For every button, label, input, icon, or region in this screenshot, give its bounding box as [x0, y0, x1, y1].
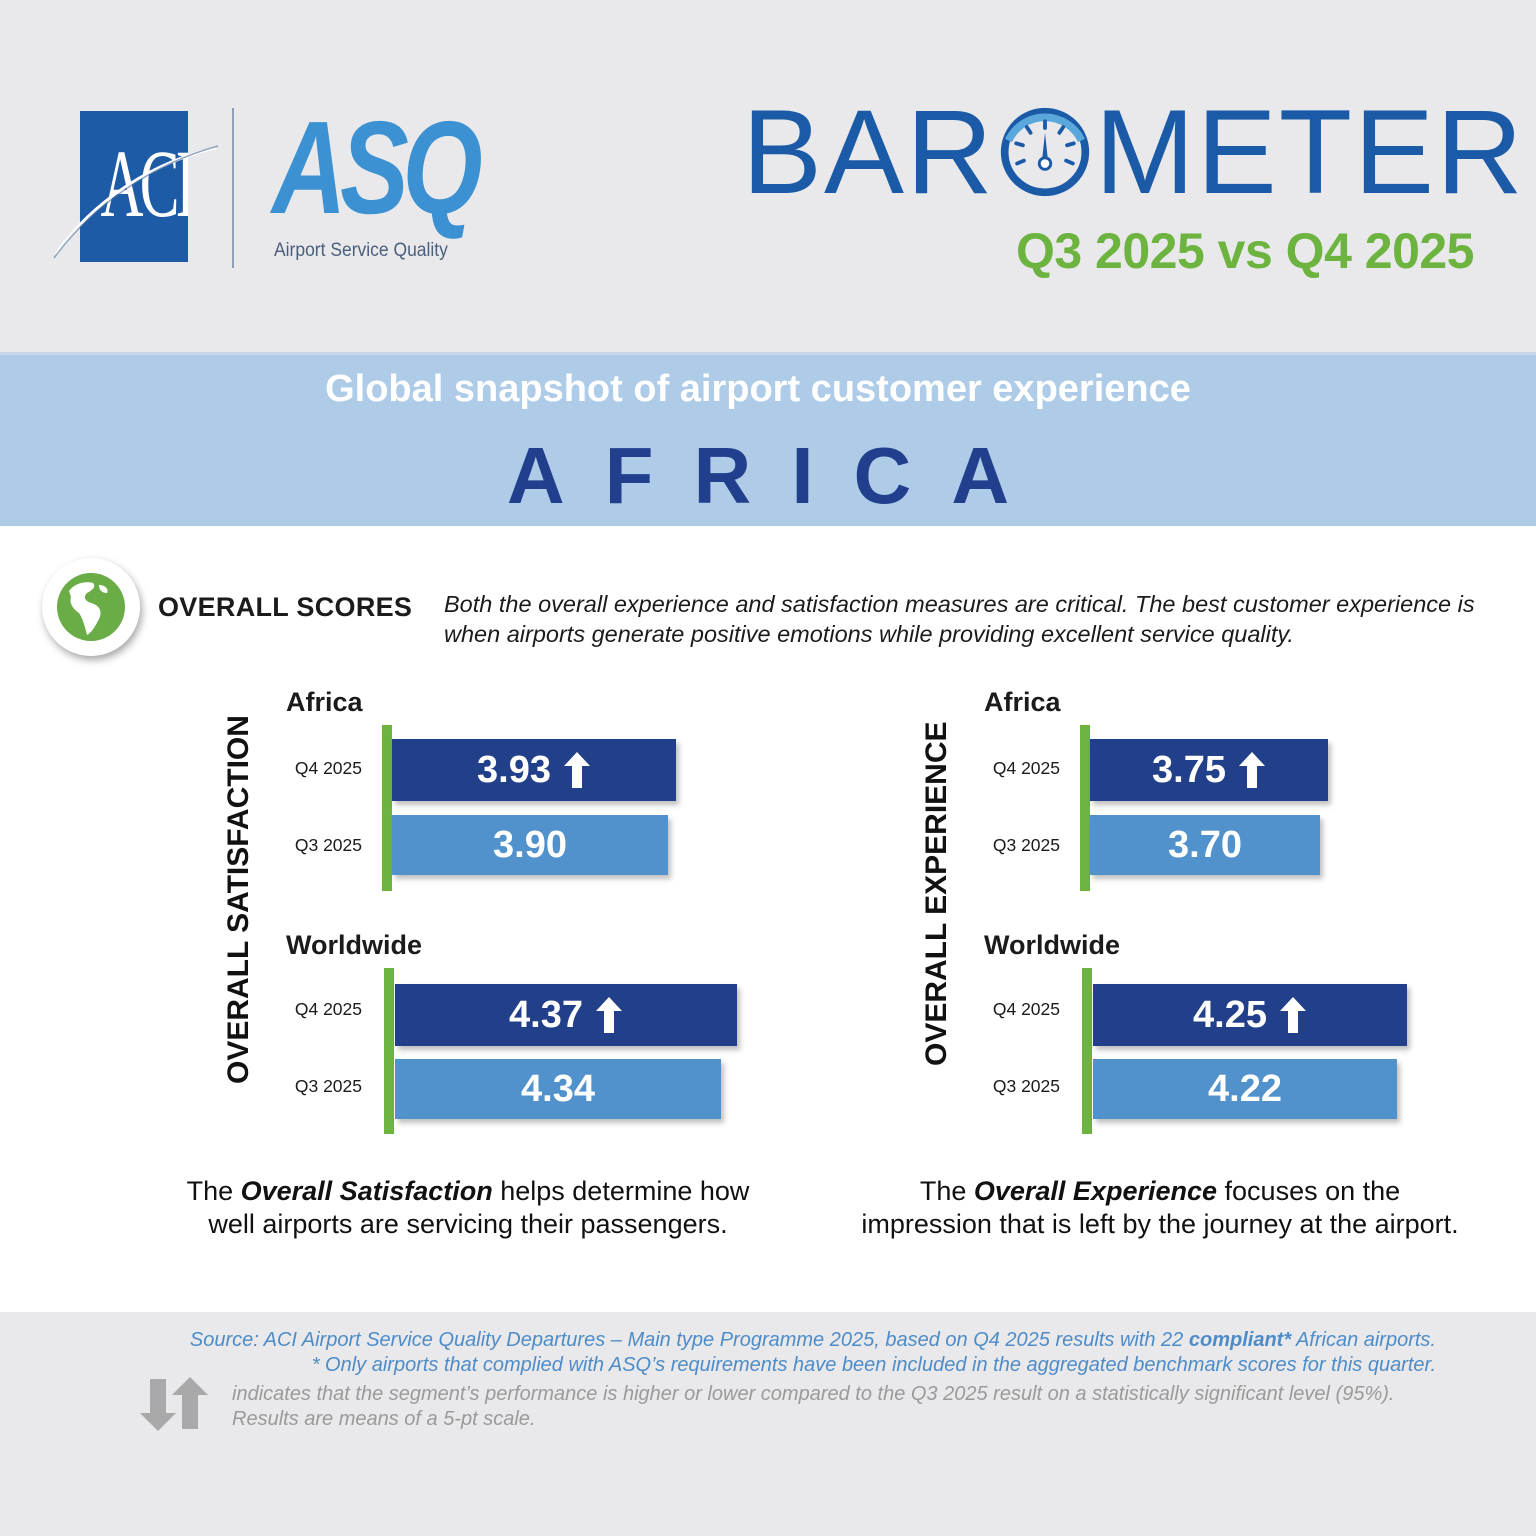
- source-note: Source: ACI Airport Service Quality Depa…: [190, 1329, 1436, 1352]
- bar-q4-africa-experience: 3.75: [1090, 739, 1328, 801]
- header: [0, 0, 1536, 352]
- barometer-title-left: BAR: [742, 85, 995, 219]
- caption-emphasis: Overall Experience: [973, 1176, 1218, 1206]
- logo-divider: [232, 108, 234, 268]
- group-title-worldwide: Worldwide: [984, 930, 1121, 960]
- gauge-icon: [1000, 107, 1089, 197]
- bar-q4-worldwide-satisfaction: 4.37: [395, 984, 737, 1046]
- axis-line: [384, 968, 394, 1134]
- legend-note: indicates that the segment’s performance…: [232, 1383, 1395, 1405]
- axis-line: [1082, 968, 1092, 1134]
- caption-rest: helps determine how: [492, 1176, 750, 1206]
- source-text-end: African airports.: [1291, 1329, 1436, 1351]
- region-title: AFRICA: [506, 431, 1050, 520]
- bar-value: 4.37: [509, 993, 583, 1036]
- source-text: Source: ACI Airport Service Quality Depa…: [189, 1329, 1189, 1351]
- globe-badge: [42, 558, 140, 656]
- bar-q4-worldwide-experience: 4.25: [1093, 984, 1407, 1046]
- row-label: Q3 2025: [294, 835, 362, 855]
- caption-line-2: well airports are servicing their passen…: [208, 1209, 728, 1239]
- bar-value: 4.34: [521, 1067, 595, 1110]
- caption-experience: The Overall Experience focuses on the im…: [830, 1175, 1490, 1241]
- caption-rest: focuses on the: [1217, 1176, 1401, 1206]
- compliance-note: * Only airports that complied with ASQ’s…: [311, 1354, 1436, 1376]
- axis-line: [382, 725, 392, 891]
- row-label: Q3 2025: [992, 1076, 1060, 1096]
- globe-icon: [57, 573, 125, 641]
- banner-subtitle: Global snapshot of airport customer expe…: [325, 368, 1191, 410]
- bar-value: 4.22: [1208, 1067, 1282, 1110]
- panel-label-experience: OVERALL EXPERIENCE: [920, 721, 953, 1066]
- barometer-title: BAR METER: [742, 92, 1525, 212]
- arrow-up-icon: [563, 752, 590, 788]
- group-title-africa: Africa: [286, 687, 363, 717]
- scale-note: Results are means of a 5-pt scale.: [232, 1408, 536, 1430]
- caption-prefix: The: [919, 1176, 974, 1206]
- period-label: Q3 2025 vs Q4 2025: [1015, 223, 1475, 279]
- row-label: Q4 2025: [294, 999, 362, 1019]
- bar-value: 4.25: [1193, 993, 1267, 1036]
- caption-satisfaction: The Overall Satisfaction helps determine…: [150, 1175, 786, 1241]
- panel-label-satisfaction: OVERALL SATISFACTION: [222, 715, 255, 1084]
- caption-emphasis: Overall Satisfaction: [240, 1176, 493, 1206]
- bar-q3-worldwide-satisfaction: 4.34: [395, 1059, 721, 1119]
- bar-value: 3.75: [1152, 748, 1226, 791]
- group-title-worldwide: Worldwide: [286, 930, 423, 960]
- section-title: OVERALL SCORES: [158, 592, 413, 622]
- bar-q3-worldwide-experience: 4.22: [1093, 1059, 1397, 1119]
- caption-line-1: The Overall Satisfaction helps determine…: [150, 1175, 786, 1208]
- up-down-arrows-icon: [140, 1377, 208, 1431]
- arrow-up-icon: [1279, 997, 1306, 1033]
- section-description: Both the overall experience and satisfac…: [444, 591, 1475, 647]
- arrow-up-icon: [595, 997, 622, 1033]
- source-emphasis: compliant*: [1188, 1329, 1292, 1351]
- row-label: Q3 2025: [992, 835, 1060, 855]
- caption-line-1: The Overall Experience focuses on the: [830, 1175, 1490, 1208]
- banner: [0, 352, 1536, 526]
- main-content: [0, 526, 1536, 1312]
- bar-q3-africa-satisfaction: 3.90: [392, 815, 668, 875]
- aci-swoosh-icon: [53, 145, 219, 259]
- bar-q3-africa-experience: 3.70: [1090, 815, 1320, 875]
- axis-line: [1080, 725, 1090, 891]
- barometer-title-right: METER: [1094, 85, 1525, 219]
- row-label: Q3 2025: [294, 1076, 362, 1096]
- aci-logo: ACI: [80, 111, 188, 262]
- bar-value: 3.93: [477, 748, 551, 791]
- row-label: Q4 2025: [294, 758, 362, 778]
- arrow-up-icon: [1238, 752, 1265, 788]
- caption-line-2: impression that is left by the journey a…: [861, 1209, 1459, 1239]
- bar-value: 3.70: [1168, 823, 1242, 866]
- group-title-africa: Africa: [984, 687, 1061, 717]
- asq-subtitle: Airport Service Quality: [274, 240, 448, 261]
- row-label: Q4 2025: [992, 758, 1060, 778]
- caption-prefix: The: [186, 1176, 241, 1206]
- row-label: Q4 2025: [992, 999, 1060, 1019]
- asq-logo: ASQ: [272, 94, 483, 241]
- footer: [0, 1312, 1536, 1536]
- bar-value: 3.90: [493, 823, 567, 866]
- bar-q4-africa-satisfaction: 3.93: [392, 739, 676, 801]
